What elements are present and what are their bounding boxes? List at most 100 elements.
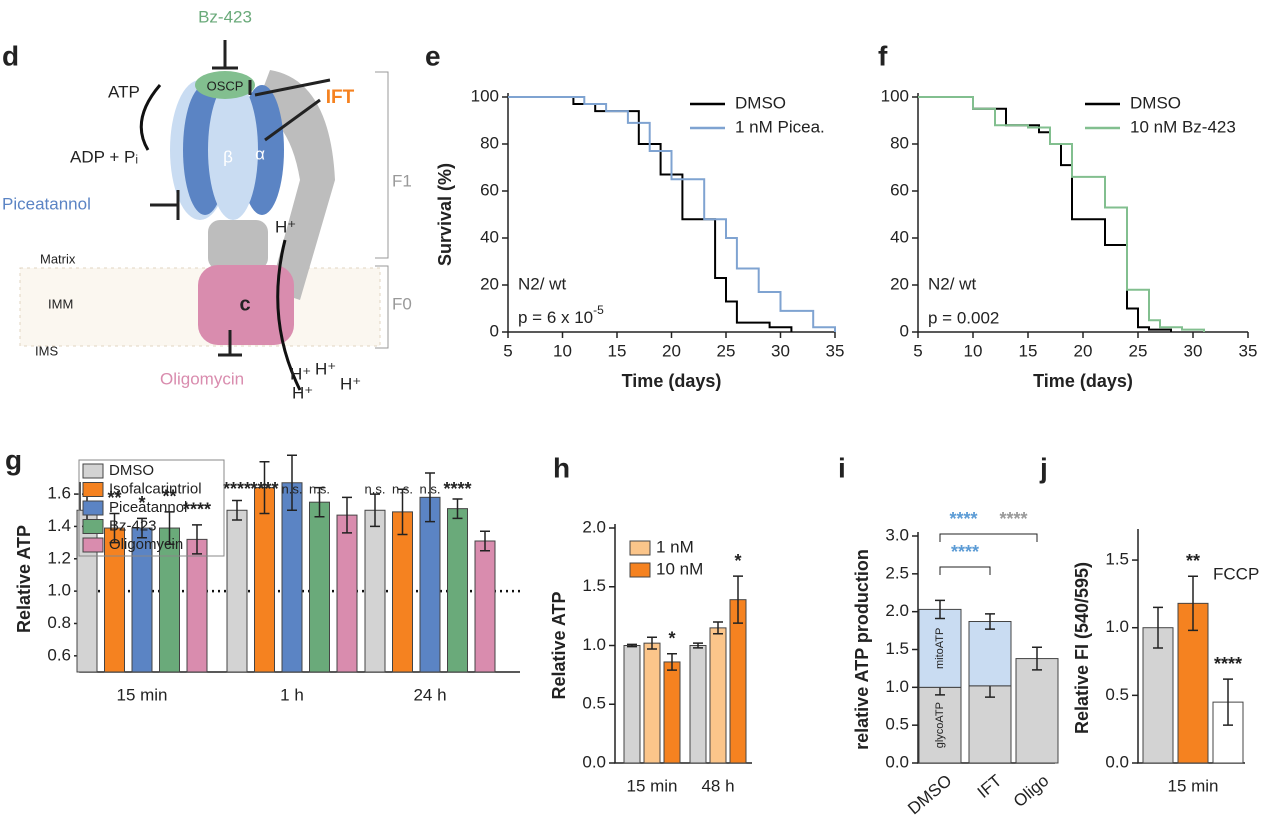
significance: ** — [1186, 551, 1200, 571]
significance: **** — [183, 500, 211, 520]
y-tick-label: 0.8 — [47, 613, 71, 632]
y-tick-label: 0.6 — [47, 645, 71, 664]
bar — [186, 538, 208, 673]
x-tick-label: Oligo — [1010, 771, 1053, 811]
x-tick-label: 24 h — [413, 685, 446, 704]
x-tick-label: 20 — [1074, 341, 1093, 360]
panel-letter: h — [553, 452, 570, 483]
bracket — [939, 566, 991, 575]
legend-swatch — [629, 540, 651, 556]
label: IMS — [35, 343, 58, 358]
y-tick-label: 80 — [890, 133, 909, 152]
error-bar — [137, 517, 147, 539]
y-tick-label: 2.0 — [582, 517, 606, 536]
x-tick-label: 25 — [717, 341, 736, 360]
y-tick-label: 100 — [471, 86, 499, 105]
bar — [419, 496, 441, 673]
significance: n.s. — [365, 481, 386, 496]
significance: n.s. — [420, 481, 441, 496]
label: ATP — [108, 82, 140, 101]
x-tick-label: 1 h — [280, 685, 304, 704]
segment-label: glycoATP — [934, 702, 946, 748]
legend-label: Oligomycin — [109, 536, 183, 553]
arrows — [139, 84, 302, 391]
x-tick-label: 10 — [964, 341, 983, 360]
error-bar — [627, 643, 637, 648]
label: β — [223, 147, 233, 166]
legend-label: DMSO — [109, 462, 154, 479]
label: OSCP — [207, 78, 244, 93]
x-tick-label: 15 — [608, 341, 627, 360]
bar — [918, 608, 962, 688]
error-bar — [342, 496, 352, 534]
x-tick-label: 15 — [1019, 341, 1038, 360]
error-bar — [480, 530, 490, 552]
significance: n.s. — [309, 481, 330, 496]
error-bar — [397, 488, 408, 536]
legend-swatch — [82, 519, 104, 534]
x-tick-label: 5 — [503, 341, 512, 360]
bar — [1142, 627, 1174, 764]
significance: * — [138, 493, 145, 513]
bar — [309, 501, 330, 673]
annotation: p = 6 x 10-5 — [518, 303, 604, 327]
bar — [447, 508, 468, 673]
label: IMM — [48, 296, 73, 311]
annotation-text: p = 6 x 10 — [518, 308, 593, 327]
bar — [474, 540, 496, 673]
y-tick-label: 1.5 — [582, 576, 606, 595]
x-tick-label: 35 — [826, 341, 845, 360]
annotation: p = 0.002 — [928, 308, 999, 327]
error-bar — [370, 493, 380, 528]
legend-label: 10 nM Bz-423 — [1130, 117, 1236, 136]
label: H⁺ — [275, 217, 296, 236]
x-tick-label: 20 — [662, 341, 681, 360]
error-bar — [452, 498, 463, 520]
error-bar — [1223, 678, 1233, 726]
y-tick-label: 1.5 — [1105, 550, 1129, 569]
label: F1 — [392, 171, 412, 190]
annotation: N2/ wt — [518, 274, 566, 293]
annotation: FCCP — [1213, 564, 1259, 583]
legend-label: DMSO — [1130, 93, 1181, 112]
x-tick-label: 10 — [553, 341, 572, 360]
legend-label: Bz-423 — [109, 517, 157, 534]
y-axis-title: relative ATP production — [852, 549, 872, 750]
error-bar — [733, 575, 743, 624]
survival-line — [918, 96, 1205, 332]
bar — [281, 482, 303, 673]
significance: **** — [951, 542, 979, 562]
x-tick-label: 15 min — [1167, 776, 1218, 795]
c-ring — [198, 265, 294, 345]
y-axis-title: Relative ATP — [549, 591, 569, 699]
bar — [226, 509, 248, 673]
x-tick-label: DMSO — [904, 771, 955, 818]
y-axis-title: Survival (%) — [435, 163, 455, 266]
y-tick-label: 40 — [480, 227, 499, 246]
y-tick-label: 2.5 — [885, 563, 909, 582]
stalk — [208, 220, 268, 270]
bar — [364, 509, 386, 673]
y-tick-label: 0.5 — [582, 694, 606, 713]
label: H⁺ — [290, 364, 311, 383]
legend-swatch — [82, 500, 104, 516]
brackets — [375, 71, 389, 349]
significance: **** — [250, 479, 278, 499]
label: Matrix — [40, 251, 76, 266]
bar — [643, 642, 661, 764]
x-tick-label: 30 — [771, 341, 790, 360]
significance: **** — [949, 509, 977, 529]
y-tick-label: 0.0 — [582, 752, 606, 771]
significance: **** — [443, 479, 471, 499]
subunit — [208, 80, 258, 220]
y-tick-label: 60 — [890, 180, 909, 199]
y-tick-label: 0.0 — [1105, 752, 1129, 771]
significance: ** — [107, 488, 121, 508]
bar — [663, 661, 681, 764]
legend-label: 1 nM Picea. — [735, 117, 825, 136]
legend-box — [78, 459, 225, 557]
legend-label: 1 nM — [656, 537, 694, 556]
y-tick-label: 0.5 — [1105, 685, 1129, 704]
legend-label: 10 nM — [656, 559, 703, 578]
